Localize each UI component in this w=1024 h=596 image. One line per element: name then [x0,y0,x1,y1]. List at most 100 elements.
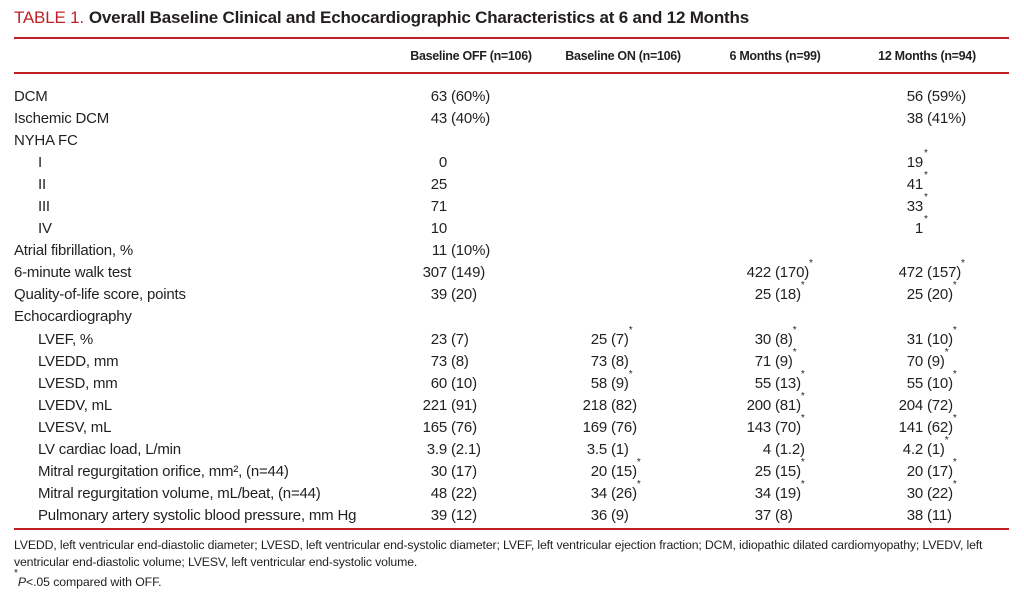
cell-value: 307 (149) [395,264,547,281]
value-number: 25 [754,286,771,304]
table-row: IV 10 1 * [0,215,1024,240]
significance-asterisk: * [636,479,641,491]
table-row: Quality-of-life score, points 39 (20) 25 (18… [0,281,1024,306]
row-label: LVEDV, mL [38,396,113,414]
cell-value: 34 (26)* [547,480,699,503]
value-parenthetical: (82) [611,396,637,414]
cell-value: 25 [395,176,547,193]
cell-value: 25 (18)* [699,281,851,304]
cell-value: 200 (81)* [699,391,851,414]
table-row: Atrial fibrillation, % 11 (10%) [0,240,1024,262]
row-label: DCM [14,87,48,105]
significance-asterisk: * [952,479,957,491]
cell-value: 31 (10)* [851,325,1003,348]
significance-asterisk: * [800,390,805,402]
value-number: 37 [754,507,771,525]
value-number: 221 [422,396,448,414]
significance-asterisk: * [792,346,797,358]
significance-asterisk: * [952,457,957,469]
value-number: 70 [906,352,923,370]
value-number: 20 [590,463,607,481]
row-label: Atrial fibrillation, % [14,242,133,260]
cell-value: 55 (10)* [851,369,1003,392]
value-parenthetical: * [923,170,928,193]
value-number: 73 [590,352,607,370]
cell-value: 3.5 (1) [547,441,699,458]
significance-asterisk: * [961,258,965,270]
table-row: LV cardiac load, L/min 3.9 (2.1) 3.5 (1) 4 (1.… [0,435,1024,461]
value-parenthetical: (10%) [451,242,491,260]
cell-value: 143 (70)* [699,413,851,436]
significance-text: <.05 compared with OFF. [26,575,162,589]
value-number: 30 [754,330,771,348]
value-number: 31 [906,330,923,348]
significance-asterisk: * [944,435,949,447]
row-label: IV [38,220,52,238]
table-row: LVESV, mL 165 (76) 169 (76) 143 (70)* 141 (62)* [0,413,1024,438]
value-number: 25 [906,286,923,304]
value-parenthetical: (8) [775,507,793,525]
value-parenthetical: (12) [451,507,477,525]
row-label: LVESV, mL [38,418,112,436]
cell-value: 71 (9)* [699,347,851,370]
abbreviations-footnote: LVEDD, left ventricular end-diastolic di… [14,538,983,569]
significance-asterisk: * [952,324,957,336]
table-row: Mitral regurgitation volume, mL/beat, (n… [0,479,1024,505]
cell-value: 55 (13)* [699,369,851,392]
value-parenthetical: (7) [451,330,469,348]
value-parenthetical: (15)* [611,457,641,481]
value-number: 25 [754,463,771,481]
value-parenthetical: (1)* [927,435,949,459]
value-number: 33 [906,198,923,216]
row-label: Echocardiography [14,308,132,326]
value-parenthetical: (20) [451,286,477,304]
value-number: 165 [422,418,448,436]
significance-asterisk: * [924,192,928,204]
cell-value: 20 (17)* [851,458,1003,481]
value-number: 11 [431,242,447,260]
cell-value: 218 (82) [547,397,699,414]
significance-asterisk: * [952,280,957,292]
column-header: 12 Months (n=94) [878,49,976,63]
value-parenthetical: (8) [451,352,469,370]
value-parenthetical: (72) [927,396,953,414]
value-parenthetical: (19)* [775,479,805,503]
table-row: Mitral regurgitation orifice, mm², (n=44… [0,457,1024,483]
cell-value: 30 (22)* [851,480,1003,503]
significance-asterisk: * [809,258,813,270]
top-rule [14,37,1009,39]
cell-value: 3.9 (2.1) [395,441,547,458]
value-number: 200 [746,396,772,414]
cell-value: 38 (11) [851,507,1003,524]
value-parenthetical: (1.2) [775,441,805,459]
value-parenthetical: (1) [611,441,629,459]
value-number: 48 [430,485,447,503]
significance-asterisk: * [800,412,805,424]
value-parenthetical: (10) [451,374,477,392]
significance-asterisk: * [924,214,928,226]
value-parenthetical: (9)* [927,346,949,370]
value-number: 0 [438,153,447,171]
cell-value: 141 (62)* [851,413,1003,436]
value-number: 55 [906,374,923,392]
significance-asterisk: * [800,457,805,469]
row-label: Pulmonary artery systolic blood pressure… [38,507,357,525]
value-parenthetical: (41%) [927,109,967,127]
header-rule [14,72,1009,74]
significance-asterisk: * [628,368,633,380]
cell-value: 58 (9)* [547,369,699,392]
value-number: 73 [430,352,447,370]
table-header-row: Baseline OFF (n=106) Baseline ON (n=106) 6… [0,47,1003,65]
table-row: II 25 41 * [0,170,1024,195]
row-label: LV cardiac load, L/min [38,441,181,459]
value-parenthetical: (9) [611,507,629,525]
value-number: 10 [430,220,447,238]
cell-value: 60 (10) [395,375,547,392]
cell-value: 25 (7)* [547,325,699,348]
significance-asterisk: * [924,169,928,181]
row-label: Mitral regurgitation orifice, mm², (n=44… [38,463,289,481]
value-number: 169 [582,418,608,436]
cell-value: 63 (60%) [395,88,547,105]
value-number: 34 [590,485,607,503]
value-parenthetical: (8)* [775,324,797,348]
